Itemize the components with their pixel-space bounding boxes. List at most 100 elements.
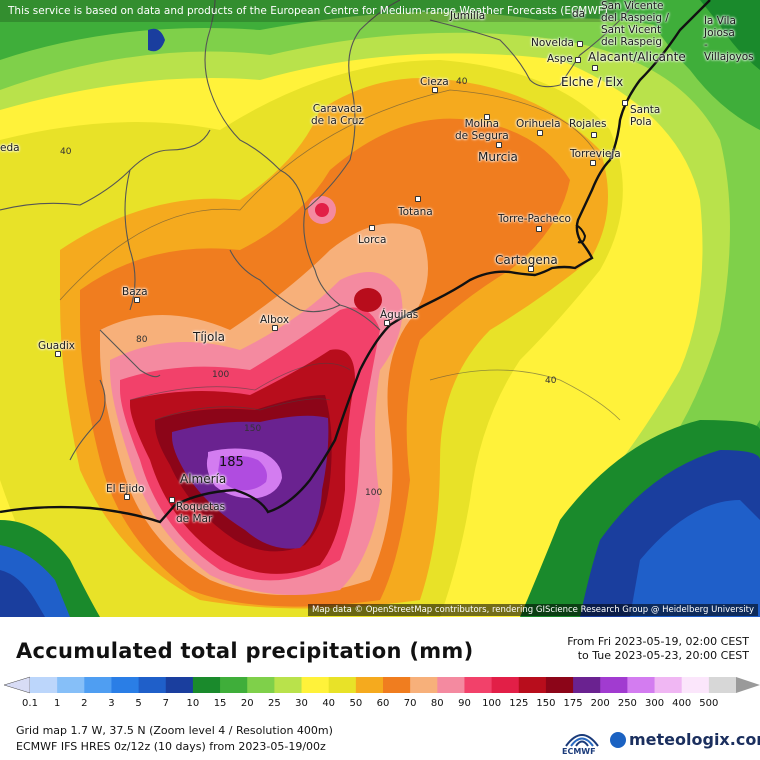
place-totana: Totana <box>398 206 433 218</box>
legend-panel: Accumulated total precipitation (mm) Fro… <box>0 617 760 760</box>
colorbar-swatch <box>437 677 465 693</box>
colorbar-swatch <box>654 677 683 693</box>
colorbar-tick-label: 3 <box>108 698 115 709</box>
contour-label: 80 <box>136 335 148 345</box>
town-dot <box>432 87 438 93</box>
colorbar-tick-label: 2 <box>81 698 88 709</box>
coastline <box>0 0 711 524</box>
region-borders <box>0 0 636 461</box>
place-cartagena: Cartagena <box>495 253 558 267</box>
town-dot <box>55 351 61 357</box>
town-dot <box>484 114 490 120</box>
colorbar-swatch <box>57 677 85 693</box>
precipitation-map[interactable]: This service is based on data and produc… <box>0 0 760 617</box>
place-elda: da <box>572 8 586 20</box>
colorbar-swatch <box>111 677 140 693</box>
colorbar-tick-label: 50 <box>349 698 363 709</box>
town-dot <box>528 266 534 272</box>
colorbar-arrow-left <box>4 676 31 694</box>
place-cieza: Cieza <box>420 76 449 88</box>
colorbar-swatch <box>165 677 194 693</box>
colorbar-tick-label: 500 <box>699 698 719 709</box>
place-santa-pola: Santa Pola <box>630 104 661 128</box>
town-dot <box>591 132 597 138</box>
place-aspe: Aspe <box>547 53 573 65</box>
time-to: to Tue 2023-05-23, 20:00 CEST <box>577 649 749 662</box>
contour-label: 40 <box>545 376 557 386</box>
colorbar-tick-label: 15 <box>213 698 227 709</box>
town-dot <box>134 297 140 303</box>
place-molina: Molina de Segura <box>455 118 509 142</box>
colorbar <box>4 676 760 694</box>
contour-label: 100 <box>365 488 383 498</box>
ecmwf-attribution: This service is based on data and produc… <box>0 0 616 22</box>
colorbar-tick-label: 0.1 <box>22 698 38 709</box>
colorbar-swatch <box>383 677 411 693</box>
town-dot <box>536 226 542 232</box>
meteologix-brand[interactable]: meteologix.com <box>629 730 760 749</box>
colorbar-tick-label: 40 <box>322 698 336 709</box>
ecmwf-logo-icon[interactable] <box>562 722 602 756</box>
town-dot <box>537 130 543 136</box>
model-info: ECMWF IFS HRES 0z/12z (10 days) from 202… <box>16 740 326 753</box>
town-dot <box>590 160 596 166</box>
contour-label: 40 <box>60 147 72 157</box>
map-data-attribution: Map data © OpenStreetMap contributors, r… <box>308 604 758 616</box>
town-dot <box>496 142 502 148</box>
colorbar-arrow-right <box>736 677 760 693</box>
place-novelda: Novelda <box>531 37 574 49</box>
contour-label: 100 <box>212 370 230 380</box>
colorbar-tick-label: 20 <box>240 698 254 709</box>
place-torre-pacheco: Torre-Pacheco <box>498 213 571 225</box>
precip-band-250 <box>218 455 267 491</box>
meteologix-globe-icon <box>610 732 626 748</box>
colorbar-swatch <box>573 677 601 693</box>
colorbar-tick-label: 30 <box>295 698 308 709</box>
place-almeria: Almería <box>180 472 227 486</box>
grid-info: Grid map 1.7 W, 37.5 N (Zoom level 4 / R… <box>16 724 333 737</box>
colorbar-tick-label: 7 <box>162 698 169 709</box>
town-dot <box>577 41 583 47</box>
colorbar-swatch <box>301 677 330 693</box>
town-dot <box>592 65 598 71</box>
time-range: From Fri 2023-05-19, 02:00 CEST to Tue 2… <box>567 635 749 663</box>
colorbar-swatch <box>247 677 275 693</box>
hotspot-aguilas <box>354 288 382 312</box>
colorbar-swatch <box>30 677 58 693</box>
town-dot <box>575 57 581 63</box>
colorbar-swatch <box>600 677 628 693</box>
colorbar-tick-label: 25 <box>268 698 281 709</box>
place-aguilas: Águilas <box>380 309 419 321</box>
place-orihuela: Orihuela <box>516 118 561 130</box>
legend-title: Accumulated total precipitation (mm) <box>16 639 474 663</box>
colorbar-swatch <box>274 677 303 693</box>
colorbar-tick-label: 80 <box>430 698 444 709</box>
colorbar-tick-label: 175 <box>563 698 583 709</box>
colorbar-tick-label: 150 <box>536 698 556 709</box>
colorbar-swatch <box>464 677 493 693</box>
town-dot <box>622 100 628 106</box>
contour-label: 40 <box>456 77 468 87</box>
colorbar-swatch <box>708 677 737 693</box>
town-dot <box>369 225 375 231</box>
colorbar-swatch <box>681 677 710 693</box>
colorbar-swatch <box>410 677 438 693</box>
colorbar-swatch <box>192 677 221 693</box>
colorbar-swatch <box>84 677 112 693</box>
town-dot <box>272 325 278 331</box>
place-guadix: Guadix <box>38 340 76 352</box>
place-eda: eda <box>0 142 20 154</box>
place-rojales: Rojales <box>569 118 607 130</box>
colorbar-swatch <box>518 677 547 693</box>
map-canvas <box>0 0 760 617</box>
ecmwf-label: ECMWF <box>562 747 596 756</box>
place-baza: Baza <box>122 286 148 298</box>
place-villajoyosa: la Vila Joiosa - Villajoyos <box>704 15 754 63</box>
place-murcia: Murcia <box>478 150 518 164</box>
colorbar-tick-label: 200 <box>590 698 610 709</box>
colorbar-tick-label: 100 <box>482 698 502 709</box>
place-torrevieja: Torrevieja <box>570 148 621 160</box>
colorbar-tick-label: 10 <box>186 698 200 709</box>
colorbar-swatch <box>328 677 357 693</box>
colorbar-swatch <box>220 677 248 693</box>
